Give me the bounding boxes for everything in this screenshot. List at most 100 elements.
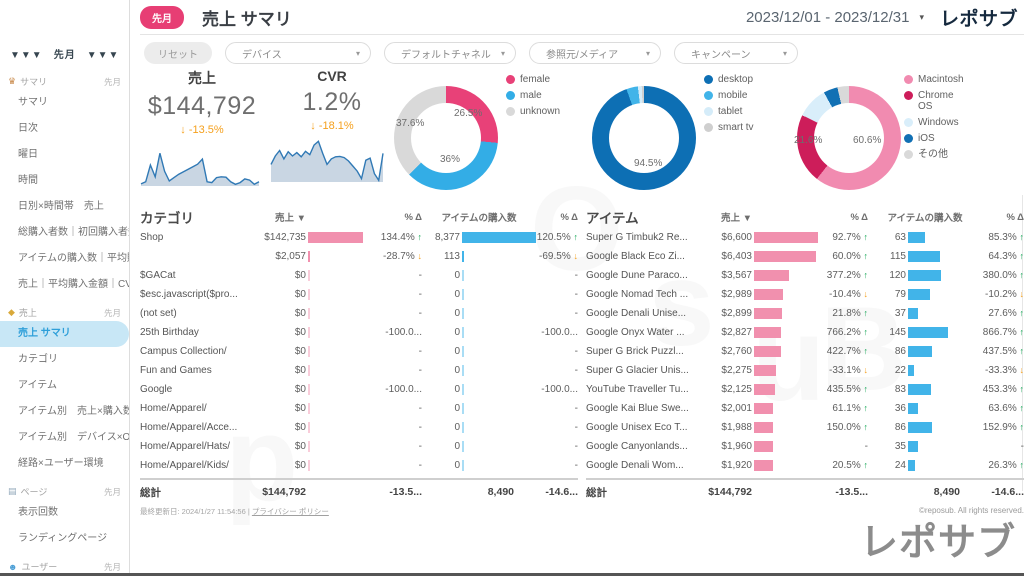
purchases-column-header[interactable]: アイテムの購入数 <box>441 213 517 224</box>
sidebar-item[interactable]: サマリ <box>18 97 48 108</box>
delta-value: 435.5% ↑ <box>826 384 868 395</box>
arrow-up-icon: ↑ <box>863 251 869 261</box>
filter-dropdown-2[interactable]: 参照元/メディア ▾ <box>529 42 661 64</box>
delta2-column-header[interactable]: % Δ <box>1006 211 1024 223</box>
kpi-sales-delta: ↓ -13.5% <box>140 124 264 136</box>
table-row[interactable]: Google Denali Wom... $1,920 20.5% ↑ 24 26.3%… <box>586 456 1024 475</box>
legend-item-male[interactable]: male <box>506 90 572 101</box>
purchases-bar <box>462 308 464 319</box>
table-row[interactable]: $2,057 -28.7% ↓ 113 -69.5% ↓ <box>140 247 578 266</box>
table-row[interactable]: Google $0 -100.0... 0 -100.0... <box>140 380 578 399</box>
sales-column-header[interactable]: 売上 ▼ <box>274 213 306 224</box>
device-donut-chart[interactable]: 94.5% <box>592 86 696 190</box>
row-name: Super G Glacier Unis... <box>586 365 689 376</box>
row-sales-bar-cell <box>752 308 816 319</box>
delta-column-header[interactable]: % Δ <box>404 211 422 223</box>
legend-item-female[interactable]: female <box>506 74 572 85</box>
chevron-down-icon[interactable]: ▾ <box>919 11 924 22</box>
delta-column-header[interactable]: % Δ <box>850 211 868 223</box>
table-row[interactable]: Super G Timbuk2 Re... $6,600 92.7% ↑ 63 85.3… <box>586 228 1024 247</box>
table-row[interactable]: Super G Brick Puzzl... $2,760 422.7% ↑ 86 43… <box>586 342 1024 361</box>
table-row[interactable]: Google Onyx Water ... $2,827 766.2% ↑ 145 86… <box>586 323 1024 342</box>
os-donut-chart[interactable]: 60.6% 21.6% <box>794 86 901 190</box>
sales-column-header[interactable]: 売上 ▼ <box>720 213 752 224</box>
legend-item-mobile[interactable]: mobile <box>704 90 770 101</box>
row-delta2: 63.6% ↑ <box>982 403 1024 414</box>
sidebar-item[interactable]: アイテム別 売上×購入数 <box>18 406 129 417</box>
legend-item-smart tv[interactable]: smart tv <box>704 122 770 133</box>
sidebar-item[interactable]: ランディングページ <box>18 533 108 544</box>
table-row[interactable]: Google Dune Paraco... $3,567 377.2% ↑ 120 38… <box>586 266 1024 285</box>
legend-item-iOS[interactable]: iOS <box>904 133 970 144</box>
table-row[interactable]: Google Kai Blue Swe... $2,001 61.1% ↑ 36 63.… <box>586 399 1024 418</box>
legend-item-その他[interactable]: その他 <box>904 149 970 160</box>
total-delta2: -14.6... <box>991 486 1024 498</box>
purchases-column-header[interactable]: アイテムの購入数 <box>887 213 963 224</box>
reset-button[interactable]: リセット <box>144 42 212 64</box>
table-row[interactable]: Google Unisex Eco T... $1,988 150.0% ↑ 86 15… <box>586 418 1024 437</box>
sidebar-item[interactable]: 時間 <box>18 175 38 186</box>
row-sales-bar-cell <box>306 232 370 243</box>
sidebar-item[interactable]: アイテム別 デバイス×OS×... <box>18 432 129 443</box>
table-row[interactable]: Home/Apparel/Acce... $0 - 0 - <box>140 418 578 437</box>
sidebar-item[interactable]: 売上｜平均購入金額｜CVR <box>18 279 129 290</box>
sidebar-section-ユーザー: ☻ ユーザー 先月 <box>0 555 129 575</box>
summary-icon: ♛ <box>8 76 17 86</box>
table-row[interactable]: Campus Collection/ $0 - 0 - <box>140 342 578 361</box>
sidebar-section-label: サマリ <box>20 77 48 87</box>
sidebar-item[interactable]: 曜日 <box>18 149 38 160</box>
arrow-up-icon: ↑ <box>863 270 869 280</box>
table-row[interactable]: Google Canyonlands... $1,960 - 35 - <box>586 437 1024 456</box>
legend-label: male <box>520 90 542 101</box>
legend-item-desktop[interactable]: desktop <box>704 74 770 85</box>
table-row[interactable]: YouTube Traveller Tu... $2,125 435.5% ↑ 83 4… <box>586 380 1024 399</box>
delta2-column-header[interactable]: % Δ <box>560 211 578 223</box>
row-purchases-bar-cell <box>460 365 536 376</box>
date-range-picker[interactable]: 2023/12/01 - 2023/12/31 <box>745 8 910 26</box>
table-row[interactable]: Google Nomad Tech ... $2,989 -10.4% ↓ 79 -10… <box>586 285 1024 304</box>
gender-donut-chart[interactable]: 26.5% 36% 37.6% <box>394 86 498 190</box>
privacy-policy-link[interactable]: プライバシー ポリシー <box>251 507 329 516</box>
legend-item-Windows[interactable]: Windows <box>904 117 970 128</box>
table-row[interactable]: $esc.javascript($pro... $0 - 0 - <box>140 285 578 304</box>
table-row[interactable]: Fun and Games $0 - 0 - <box>140 361 578 380</box>
donut-percent-label: 36% <box>440 154 461 165</box>
row-delta1: - <box>370 346 422 357</box>
sidebar-item[interactable]: 日別×時間帯 売上 <box>18 201 104 212</box>
row-delta2: - <box>536 460 578 471</box>
legend-item-Chrome OS[interactable]: Chrome OS <box>904 90 970 112</box>
filter-dropdown-1[interactable]: デフォルトチャネル ▾ <box>384 42 516 64</box>
table-row[interactable]: $GACat $0 - 0 - <box>140 266 578 285</box>
row-purchases-value: 0 <box>454 365 460 376</box>
delta-value: 766.2% ↑ <box>826 327 868 338</box>
table-row[interactable]: (not set) $0 - 0 - <box>140 304 578 323</box>
table-row[interactable]: Home/Apparel/Hats/ $0 - 0 - <box>140 437 578 456</box>
legend-item-unknown[interactable]: unknown <box>506 106 572 117</box>
table-row[interactable]: Google Denali Unise... $2,899 21.8% ↑ 37 27.… <box>586 304 1024 323</box>
table-row[interactable]: Home/Apparel/ $0 - 0 - <box>140 399 578 418</box>
filter-dropdown-3[interactable]: キャンペーン ▾ <box>674 42 798 64</box>
table-row[interactable]: 25th Birthday $0 -100.0... 0 -100.0... <box>140 323 578 342</box>
legend-item-tablet[interactable]: tablet <box>704 106 770 117</box>
sidebar-item[interactable]: カテゴリ <box>18 354 58 365</box>
arrow-up-icon: ↑ <box>1019 384 1024 394</box>
sidebar-item[interactable]: 経路×ユーザー環境 <box>18 458 104 469</box>
row-purchases-value: 0 <box>454 422 460 433</box>
row-sales-value: $2,760 <box>721 346 752 357</box>
sidebar-item[interactable]: 日次 <box>18 123 38 134</box>
sidebar-item[interactable]: 表示回数 <box>18 507 58 518</box>
delta-value: 63.6% ↑ <box>988 403 1024 414</box>
arrow-down-icon: ↓ <box>863 365 869 375</box>
table-row[interactable]: Super G Glacier Unis... $2,275 -33.1% ↓ 22 -… <box>586 361 1024 380</box>
filter-dropdown-0[interactable]: デバイス ▾ <box>225 42 371 64</box>
table-row[interactable]: Home/Apparel/Kids/ $0 - 0 - <box>140 456 578 475</box>
sidebar-item[interactable]: 売上 サマリ <box>0 321 129 347</box>
table-row[interactable]: Shop $142,735 134.4% ↑ 8,377 120.5% ↑ <box>140 228 578 247</box>
legend-item-Macintosh[interactable]: Macintosh <box>904 74 970 85</box>
table-row[interactable]: Google Black Eco Zi... $6,403 60.0% ↑ 115 64… <box>586 247 1024 266</box>
sidebar-item[interactable]: 総購入者数｜初回購入者数 <box>18 227 129 238</box>
row-sales-value: $0 <box>294 346 306 357</box>
sidebar-item[interactable]: アイテムの購入数｜平均購... <box>18 253 129 264</box>
row-delta2: 85.3% ↑ <box>982 232 1024 243</box>
sidebar-item[interactable]: アイテム <box>18 380 57 391</box>
